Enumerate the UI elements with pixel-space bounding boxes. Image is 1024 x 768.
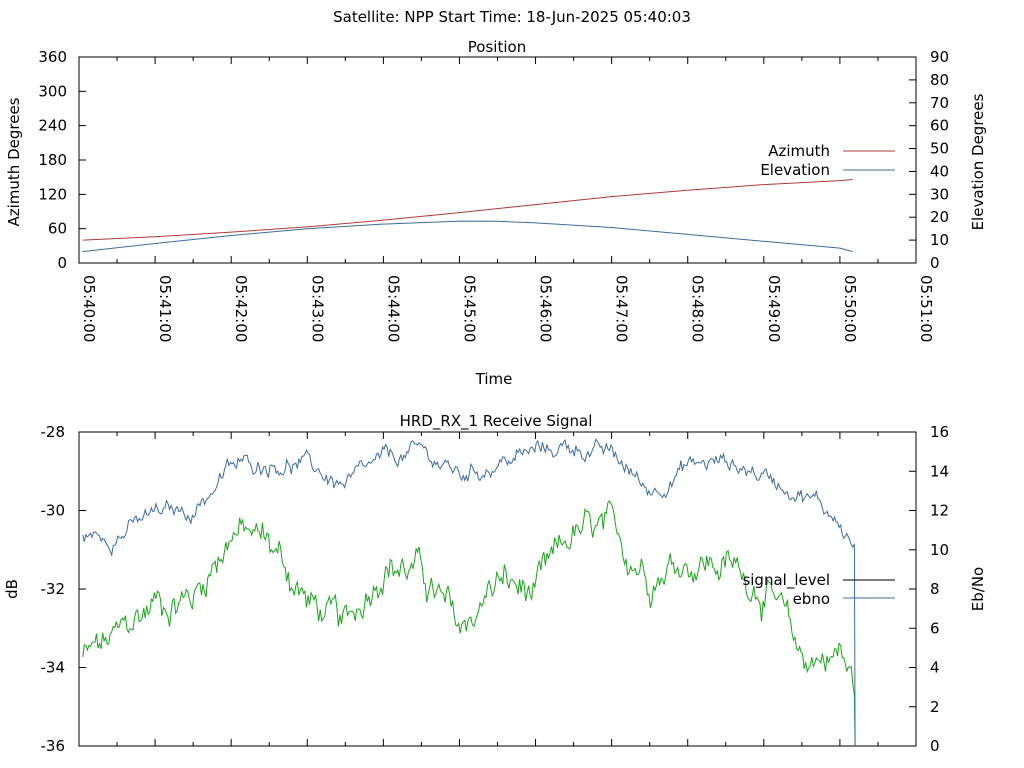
position-y2tick-label: 60 [930,117,949,135]
position-xtick-label: 05:40:00 [80,275,98,342]
position-plot-frame [78,56,917,264]
position-xtick-label: 05:47:00 [613,275,631,342]
signal-lines [82,438,856,747]
position-xtick-label: 05:50:00 [841,275,859,342]
position-ytick-label: 60 [48,220,67,238]
position-xtick-label: 05:45:00 [460,275,478,342]
signal-y2tick-label: 4 [930,659,940,677]
position-ylabel: Azimuth Degrees [5,97,23,226]
position-ytick-label: 180 [38,151,67,169]
position-ytick-label: 300 [38,82,67,100]
signal-y2tick-label: 0 [930,737,940,755]
legend-signal-level-label: signal_level [742,571,830,590]
position-ytick-label: 120 [38,185,67,203]
position-y2tick-label: 30 [930,185,949,203]
position-xtick-label: 05:48:00 [689,275,707,342]
signal-y2tick-label: 14 [930,462,949,480]
position-series-elevation [82,220,853,253]
position-xtick-label: 05:43:00 [308,275,326,342]
signal-y2label: Eb/No [969,567,987,611]
signal-y2tick-label: 10 [930,541,949,559]
header-title: Satellite: NPP Start Time: 18-Jun-2025 0… [333,8,691,26]
position-y2tick-label: 0 [930,254,940,272]
signal-ytick-label: -30 [41,502,66,520]
position-y2tick-label: 50 [930,140,949,158]
position-xtick-label: 05:46:00 [537,275,555,342]
position-title: Position [468,38,526,56]
signal-ylabel: dB [3,579,21,599]
position-xtick-label: 05:42:00 [232,275,250,342]
signal-y2tick-label: 8 [930,580,940,598]
position-y2tick-label: 10 [930,231,949,249]
position-ytick-label: 0 [57,254,67,272]
position-xlabel: Time [475,370,513,388]
legend-ebno-label: ebno [793,590,830,608]
signal-title: HRD_RX_1 Receive Signal [400,412,593,431]
signal-ytick-label: -34 [41,659,66,677]
signal-series-signal-level [82,500,856,747]
signal-y2tick-label: 12 [930,502,949,520]
legend-elevation-label: Elevation [760,161,830,179]
signal-y2tick-label: 2 [930,698,940,716]
position-y2label: Elevation Degrees [969,93,987,230]
position-xtick-label: 05:49:00 [765,275,783,342]
signal-y2tick-label: 16 [930,423,949,441]
signal-y2tick-label: 6 [930,619,940,637]
signal-axes: -28 -30 -32 -34 -36 0 2 4 6 8 10 12 14 16 [41,423,950,755]
position-xtick-label: 05:44:00 [384,275,402,342]
position-y2tick-label: 70 [930,94,949,112]
position-ytick-label: 240 [38,117,67,135]
legend-azimuth-label: Azimuth [768,142,830,160]
position-ytick-label: 360 [38,48,67,66]
position-axes: 0 60 120 180 240 300 360 0 10 20 30 40 50 60 70 80 90 05:… [38,48,949,342]
position-y2tick-label: 40 [930,162,949,180]
signal-plot-frame [78,431,917,747]
position-xtick-label: 05:41:00 [156,275,174,342]
signal-series-ebno [82,438,856,747]
position-y2tick-label: 80 [930,71,949,89]
signal-ytick-label: -32 [41,580,66,598]
signal-ytick-label: -28 [41,423,66,441]
position-series-azimuth [82,179,853,241]
position-lines [82,179,853,253]
signal-ytick-label: -36 [41,737,66,755]
position-y2tick-label: 20 [930,208,949,226]
position-y2tick-label: 90 [930,48,949,66]
position-xtick-label: 05:51:00 [917,275,935,342]
